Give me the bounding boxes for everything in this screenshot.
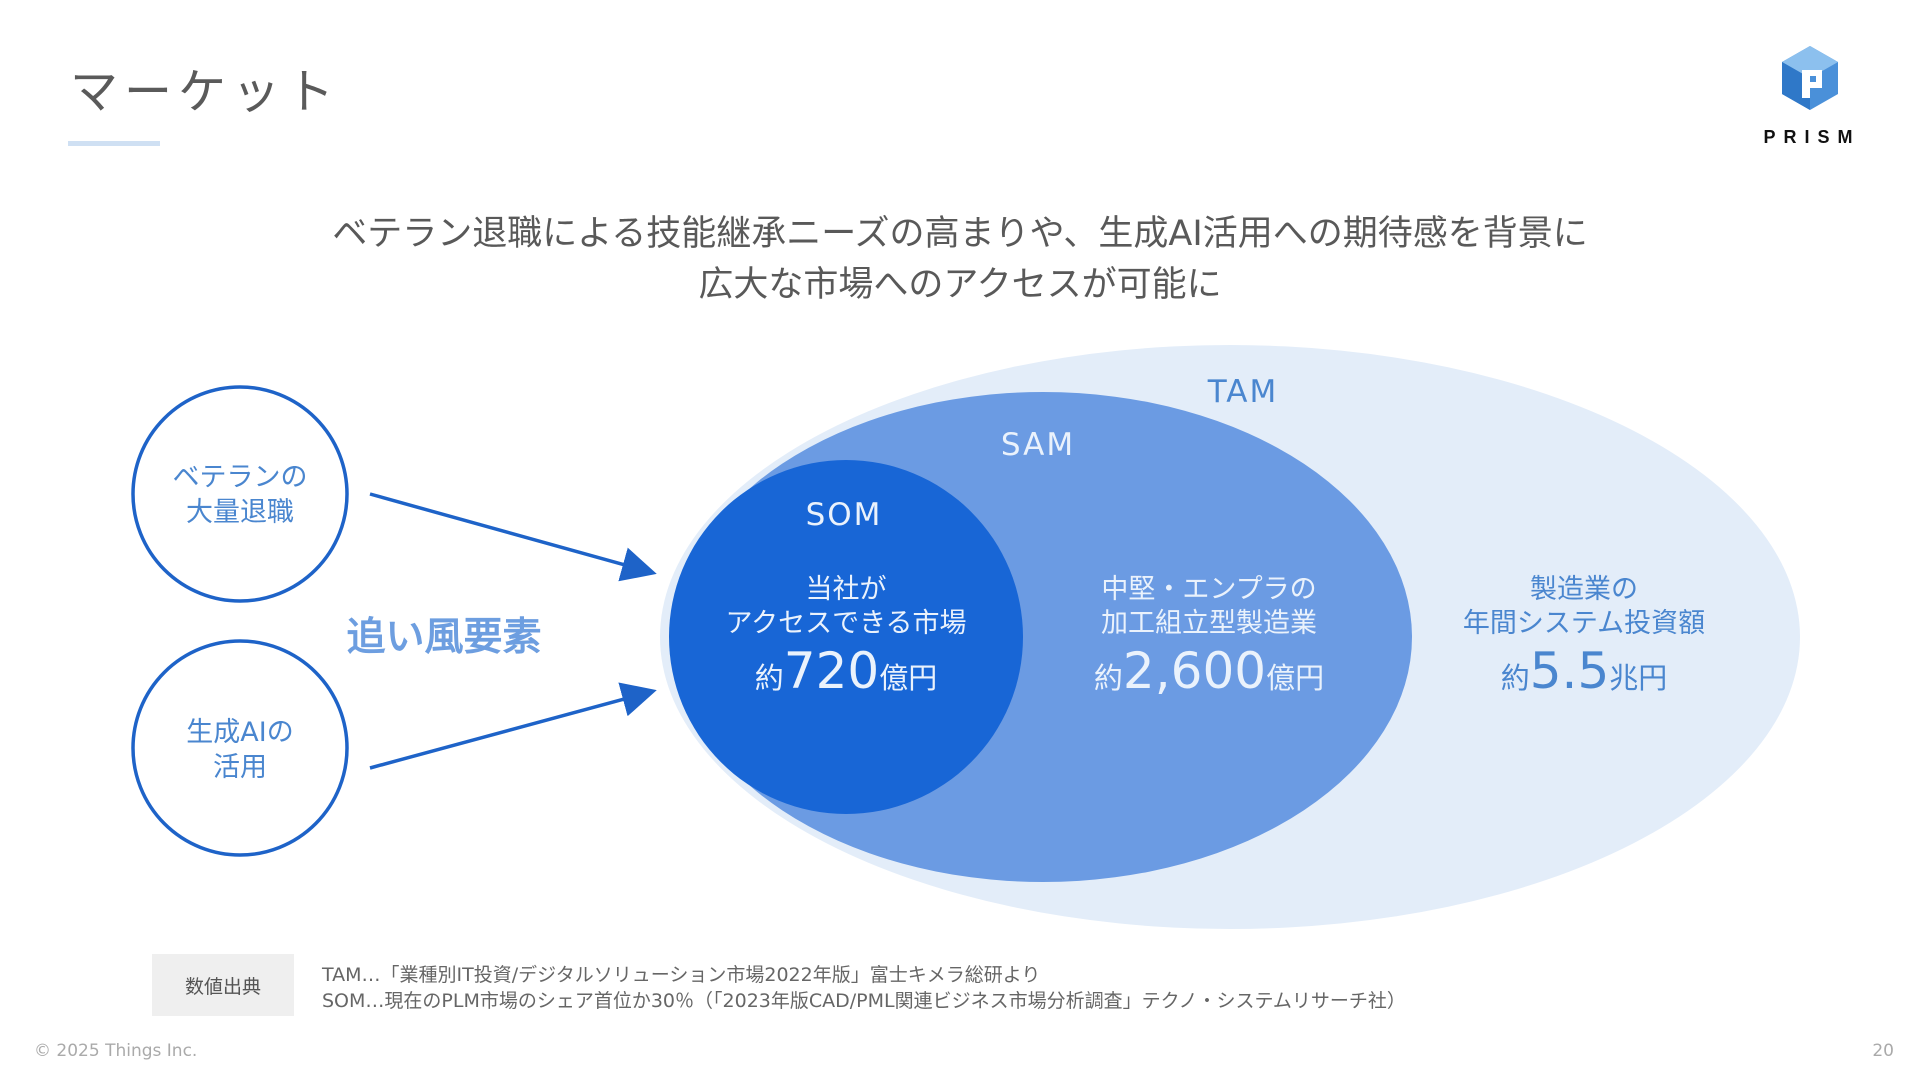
page-title: マーケット bbox=[70, 64, 341, 120]
som-prefix: 約 bbox=[755, 661, 784, 695]
som-unit: 億円 bbox=[879, 661, 937, 695]
logo-text: PRISM bbox=[1763, 127, 1861, 147]
som-value-text: 約720億円 bbox=[755, 642, 937, 700]
tam-label: TAM bbox=[1207, 374, 1278, 410]
driver-circle-ai bbox=[131, 639, 349, 857]
tam-unit: 兆円 bbox=[1609, 661, 1667, 695]
tam-prefix: 約 bbox=[1501, 661, 1530, 695]
headline-line-1: ベテラン退職による技能継承ニーズの高まりや、生成AI活用への期待感を背景に bbox=[332, 214, 1588, 254]
tam-desc-line-1: 製造業の bbox=[1530, 574, 1638, 605]
copyright: © 2025 Things Inc. bbox=[34, 1041, 198, 1061]
sam-unit: 億円 bbox=[1266, 661, 1324, 695]
sam-desc-line-2: 加工組立型製造業 bbox=[1101, 608, 1317, 639]
title-underline bbox=[68, 141, 160, 146]
arrow-ai bbox=[369, 682, 657, 770]
sam-desc-line-1: 中堅・エンプラの bbox=[1101, 574, 1316, 605]
som-value: 720 bbox=[784, 642, 879, 700]
source-label: 数値出典 bbox=[152, 954, 294, 1016]
som-desc-line-2: アクセスできる市場 bbox=[725, 608, 966, 639]
som-label: SOM bbox=[806, 497, 883, 533]
arrow-veteran bbox=[369, 492, 657, 582]
source-line-tam: TAM…「業種別IT投資/デジタルソリューション市場2022年版」富士キメラ総研… bbox=[322, 964, 1041, 986]
tailwind-label: 追い風要素 bbox=[346, 615, 541, 660]
tam-desc-line-2: 年間システム投資額 bbox=[1463, 608, 1705, 639]
source-line-som: SOM…現在のPLM市場のシェア首位か30％（「2023年版CAD/PML関連ビ… bbox=[322, 990, 1406, 1012]
tam-value-text: 約5.5兆円 bbox=[1501, 642, 1668, 700]
sam-value: 2,600 bbox=[1123, 642, 1266, 700]
sam-value-text: 約2,600億円 bbox=[1094, 642, 1324, 700]
som-circle bbox=[669, 460, 1023, 814]
page-number: 20 bbox=[1872, 1041, 1894, 1061]
sam-prefix: 約 bbox=[1094, 661, 1123, 695]
driver-1-line-2: 大量退職 bbox=[186, 497, 294, 528]
driver-1-line-1: ベテランの bbox=[173, 462, 308, 493]
tam-value: 5.5 bbox=[1530, 642, 1610, 700]
driver-circle-veteran bbox=[131, 385, 349, 603]
driver-2-line-2: 活用 bbox=[213, 752, 267, 783]
prism-logo bbox=[1782, 46, 1838, 110]
som-desc-line-1: 当社が bbox=[806, 574, 887, 605]
sam-label: SAM bbox=[1001, 427, 1075, 463]
driver-2-line-1: 生成AIの bbox=[186, 717, 293, 748]
headline-line-2: 広大な市場へのアクセスが可能に bbox=[698, 265, 1222, 305]
